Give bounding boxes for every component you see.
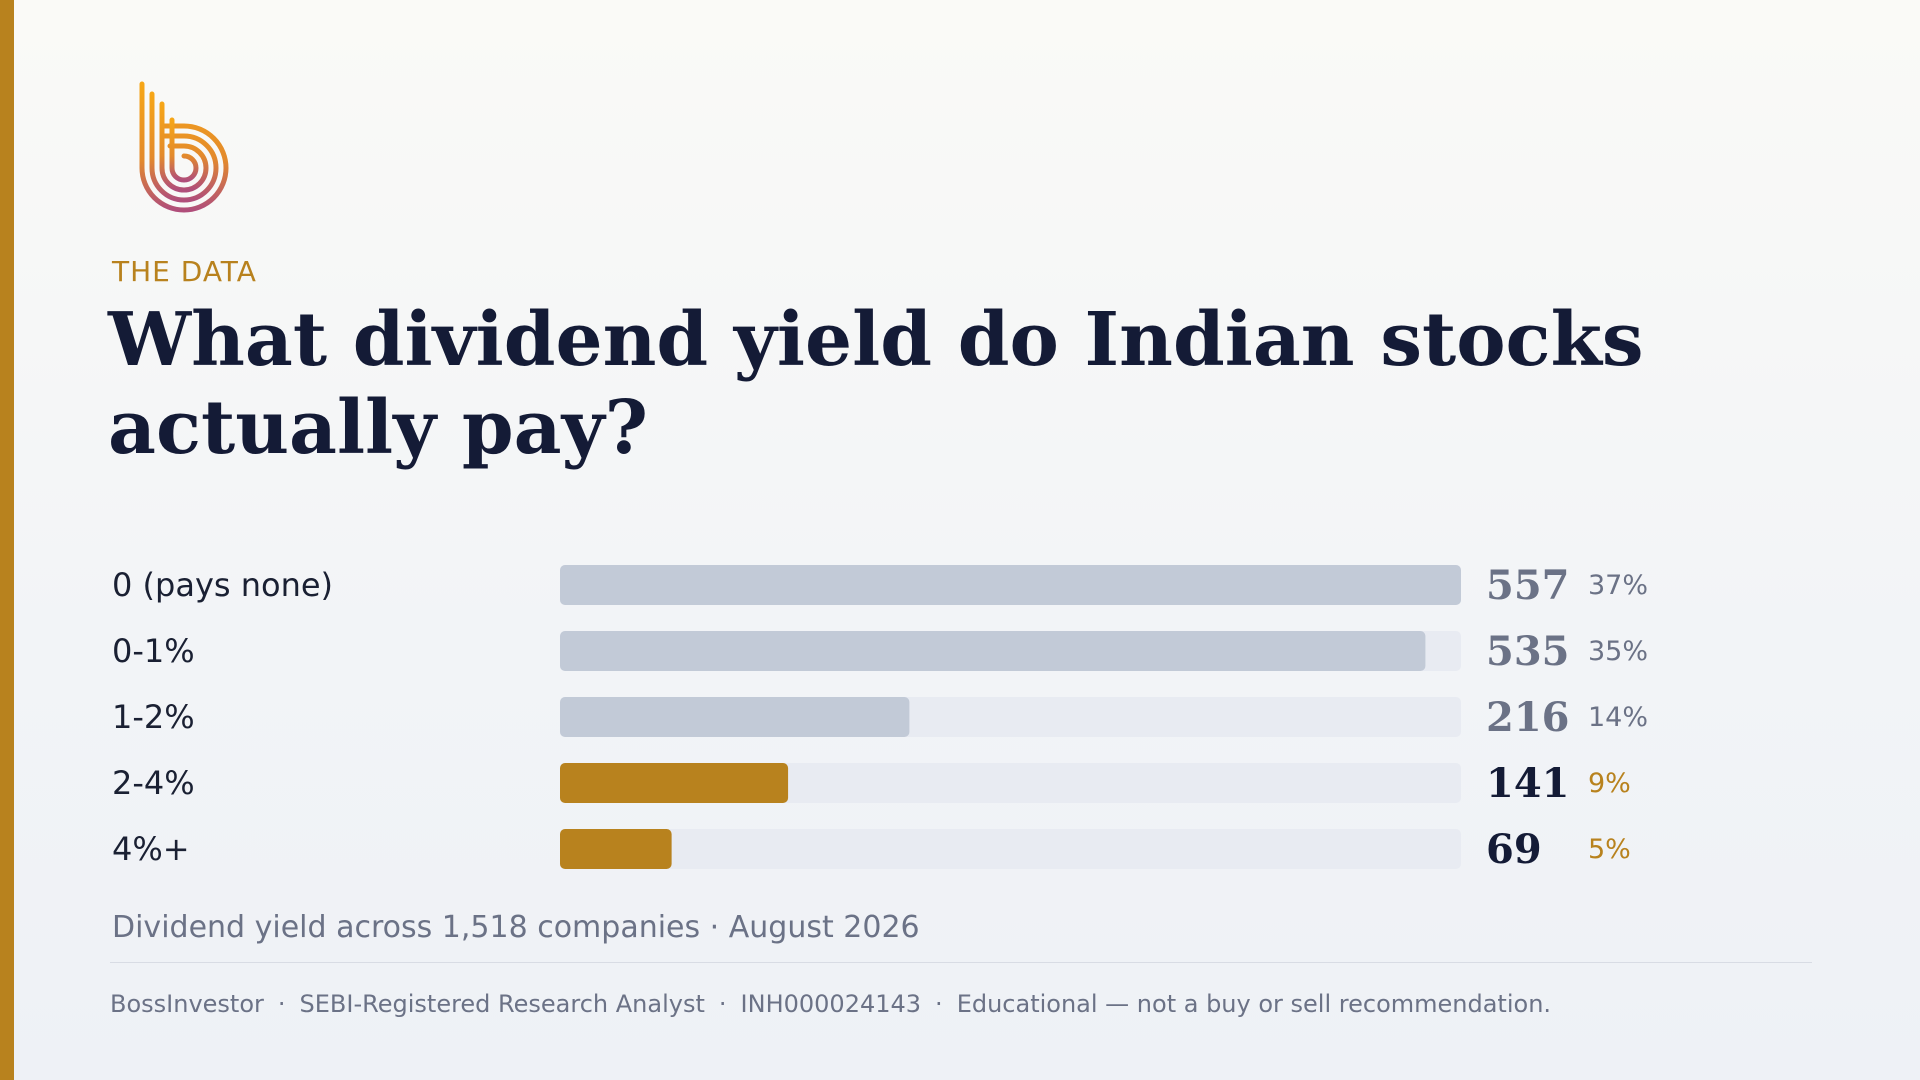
bar: [560, 565, 1461, 605]
category-label: 0-1%: [112, 632, 195, 670]
percent-label: 5%: [1588, 834, 1631, 865]
category-label: 0 (pays none): [112, 566, 333, 604]
footer-registration: INH000024143: [740, 990, 922, 1018]
value-label: 557: [1486, 562, 1570, 609]
percent-label: 35%: [1588, 636, 1648, 667]
footer-divider: [110, 962, 1812, 963]
footer-separator: ·: [935, 990, 943, 1018]
footer-separator: ·: [718, 990, 727, 1018]
left-accent-bar: [0, 0, 14, 1080]
brand-logo-icon: [139, 81, 229, 213]
section-eyebrow: THE DATA: [112, 255, 257, 288]
percent-label: 9%: [1588, 768, 1631, 799]
percent-label: 14%: [1588, 702, 1648, 733]
title-line-2: actually pay?: [108, 385, 648, 471]
category-label: 4%+: [112, 830, 190, 868]
value-label: 141: [1486, 760, 1570, 807]
footer-brand: BossInvestor: [110, 990, 264, 1018]
category-label: 1-2%: [112, 698, 195, 736]
footer-separator: ·: [277, 990, 286, 1018]
page-title: What dividend yield do Indian stocks act…: [108, 296, 1708, 472]
bar-track: [560, 829, 1461, 869]
bar: [560, 631, 1426, 671]
value-label: 69: [1486, 826, 1542, 873]
value-label: 535: [1486, 628, 1570, 675]
value-label: 216: [1486, 694, 1570, 741]
bar: [560, 829, 672, 869]
bar: [560, 697, 910, 737]
title-line-1: What dividend yield do Indian stocks: [108, 297, 1644, 383]
bar: [560, 763, 789, 803]
footer-disclaimer: Educational — not a buy or sell recommen…: [956, 990, 1552, 1018]
chart-caption: Dividend yield across 1,518 companies · …: [112, 910, 920, 945]
percent-label: 37%: [1588, 570, 1648, 601]
category-label: 2-4%: [112, 764, 195, 802]
footer-role: SEBI-Registered Research Analyst: [299, 990, 705, 1018]
footer: BossInvestor · SEBI-Registered Research An…: [110, 990, 1551, 1018]
